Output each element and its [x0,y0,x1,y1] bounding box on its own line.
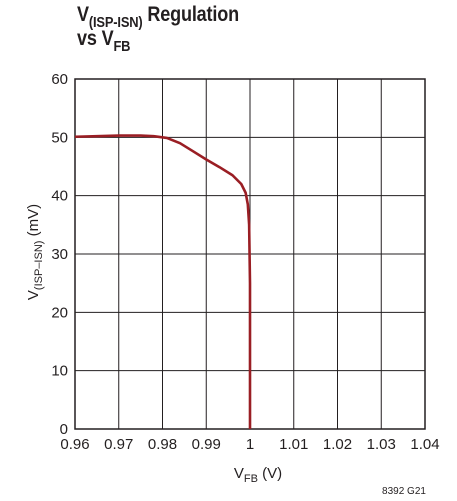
x-tick-label: 0.97 [104,436,133,453]
plot-area [74,134,252,429]
x-tick-label: 1.01 [279,436,308,453]
y-tick-label: 10 [51,363,68,380]
x-axis-label: VFB (V) [234,465,282,485]
chart-title: V(ISP-ISN) Regulation vs VFB [77,3,239,56]
x-tick-label: 1.04 [410,436,439,453]
x-tick-label: 1.03 [367,436,396,453]
x-tick-labels: 0.96 0.97 0.98 0.99 1 1.01 1.02 1.03 1.04 [60,436,439,453]
x-tick-label: 0.98 [148,436,177,453]
y-tick-label: 20 [51,304,68,321]
title-line-2: vs VFB [77,27,131,56]
title-line-1: V(ISP-ISN) Regulation [77,3,239,32]
y-tick-label: 60 [51,71,68,88]
x-tick-label: 0.99 [192,436,221,453]
y-axis-label: V(ISP–ISN) (mV) [25,204,45,300]
y-tick-labels: 0 10 20 30 40 50 60 [51,71,68,438]
y-tick-label: 40 [51,188,68,205]
x-tick-label: 1 [246,436,254,453]
y-tick-label: 30 [51,246,68,263]
y-tick-label: 50 [51,129,68,146]
grid [74,78,426,430]
y-tick-label: 0 [60,421,68,438]
x-tick-label: 1.02 [323,436,352,453]
figure-id: 8392 G21 [382,486,426,497]
x-tick-label: 0.96 [60,436,89,453]
series-line-0 [74,134,252,429]
